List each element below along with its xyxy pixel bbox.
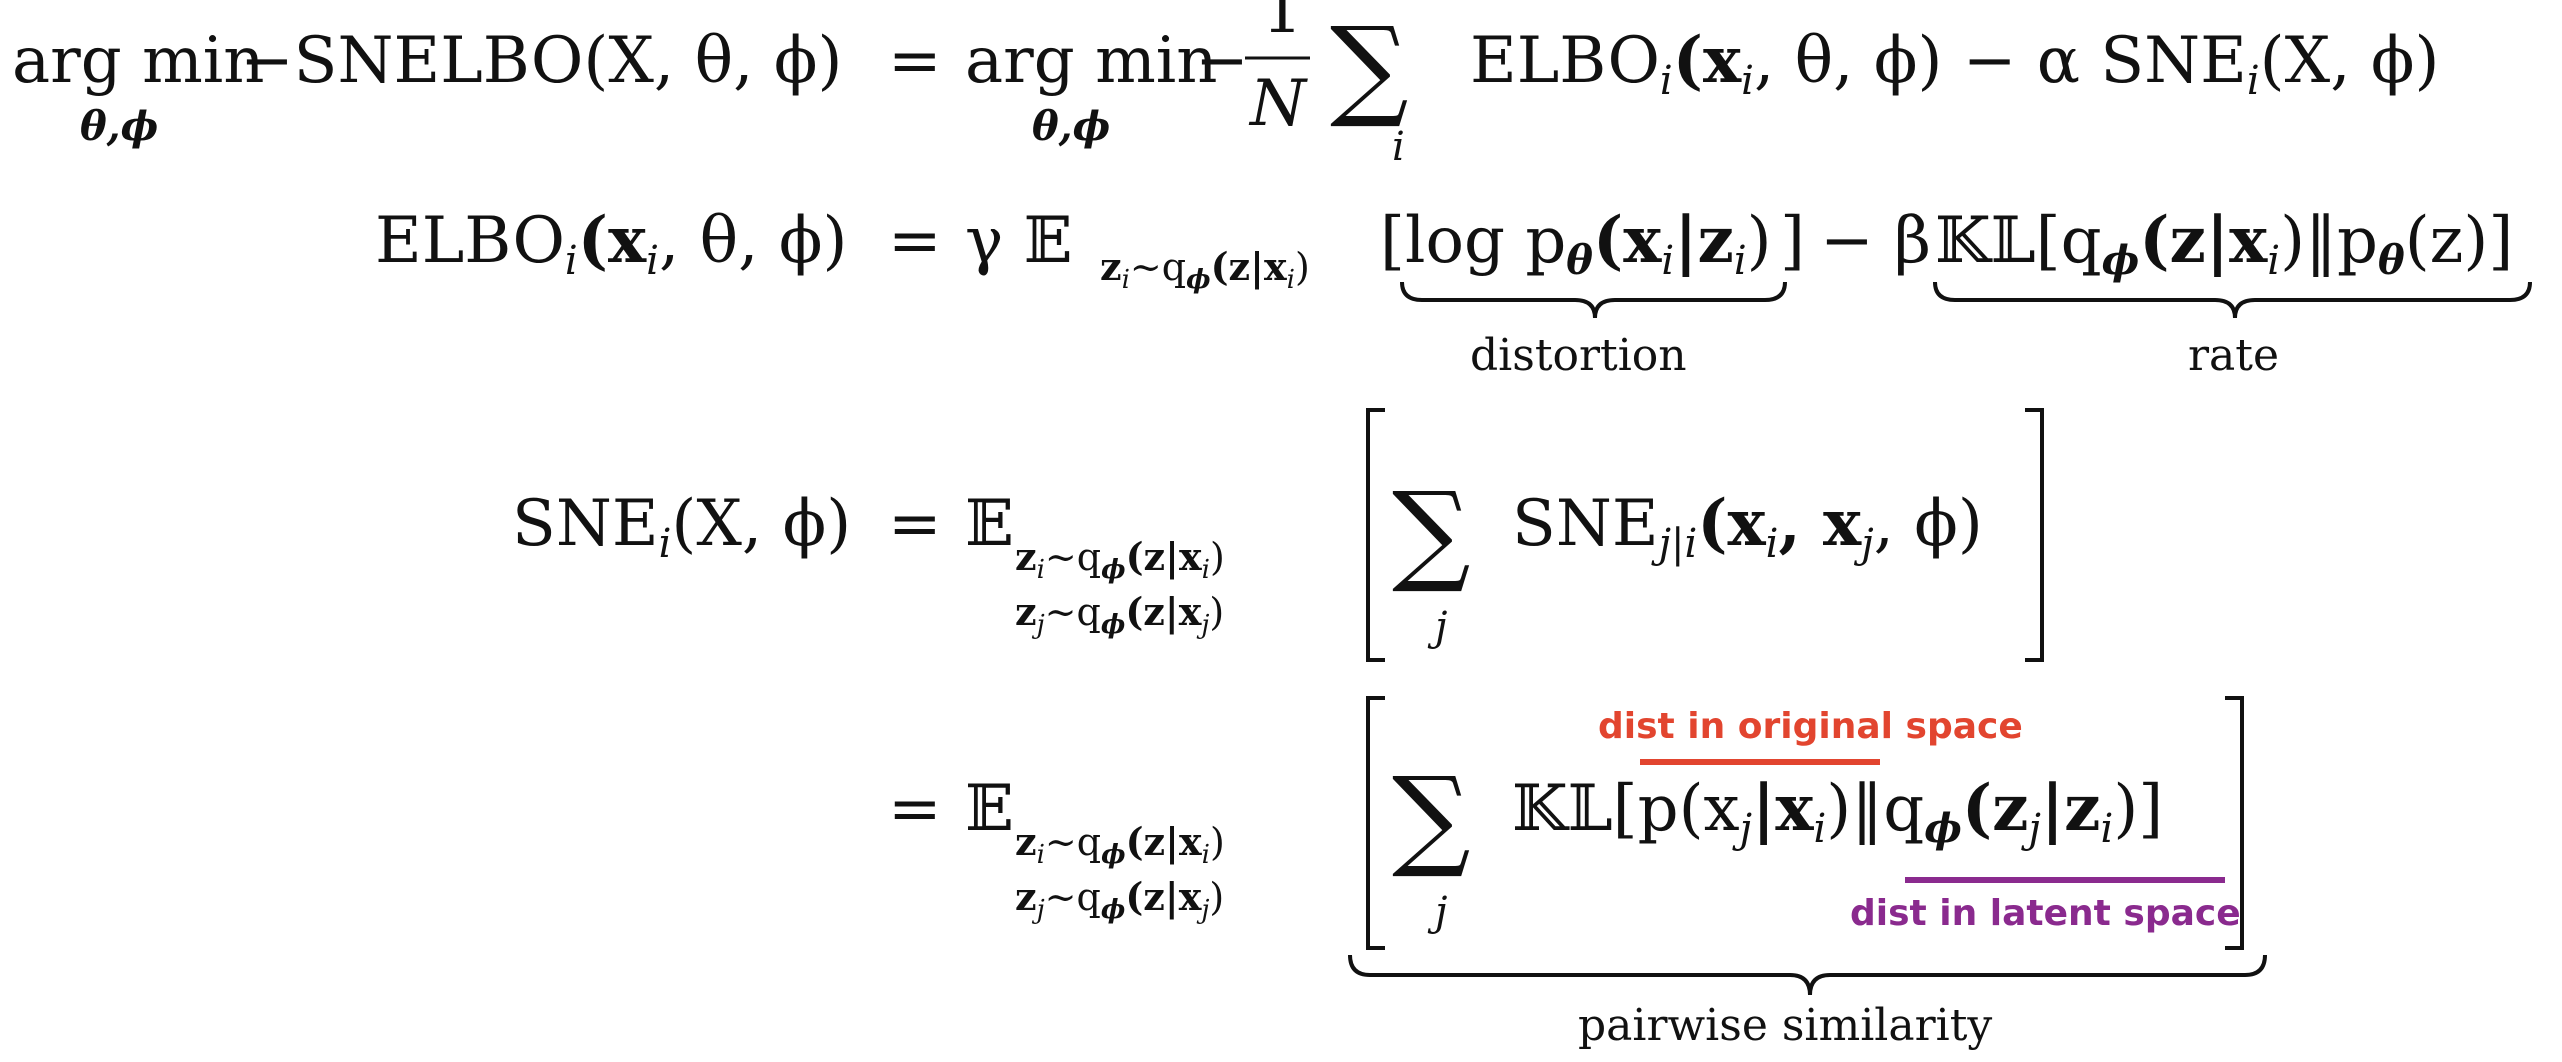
row2-equals: =: [888, 204, 942, 278]
row3-sne: SNEi(X, ϕ) = 𝔼 zi∼qϕ(z|xi) zj∼qϕ(z|xj) ∑…: [512, 408, 2044, 662]
row1-sum-symbol: ∑: [1330, 3, 1409, 131]
row3-equals: =: [888, 487, 942, 561]
row3-sum-sub: j: [1427, 604, 1447, 650]
row1-minus: −: [1195, 24, 1249, 98]
distortion-underbrace: [1400, 281, 1787, 319]
row2-rate-term: 𝕂𝕃[qϕ(z|xi)‖pθ(z)]: [1935, 203, 2513, 284]
row1-argmin-sub: θ,ϕ: [80, 103, 158, 150]
row1-frac-num: 1: [1262, 0, 1303, 48]
row1-objective: arg min θ,ϕ −SNELBO(X, θ, ϕ) = arg min θ…: [12, 0, 2439, 170]
row1-rhs-elbo: ELBOi(xi, θ, ϕ) − α SNEi(X, ϕ): [1470, 23, 2439, 104]
row3-sum-symbol: ∑: [1392, 468, 1471, 596]
row3-sne-term: SNEj|i(xi, xj, ϕ): [1512, 486, 1983, 567]
row4-sne-expanded: = 𝔼 zi∼qϕ(z|xi) zj∼qϕ(z|xj) ∑ j 𝕂𝕃[p(xj|…: [888, 696, 2267, 1051]
row4-expectation-sub-2: zj∼qϕ(z|xj): [1015, 874, 1224, 925]
row1-rhs-argmin: arg min: [965, 24, 1217, 98]
pairwise-underbrace: [1348, 954, 2267, 996]
row2-minus-beta: − β: [1820, 204, 1931, 278]
row4-sum-sub: j: [1427, 889, 1447, 935]
row4-expectation-sub-1: zi∼qϕ(z|xi): [1015, 819, 1225, 870]
row4-expectation: 𝔼: [965, 772, 1014, 846]
row4-bracket-left: [1366, 696, 1385, 950]
row3-expectation-sub-1: zi∼qϕ(z|xi): [1015, 534, 1225, 585]
distortion-label: distortion: [1470, 330, 1687, 381]
row2-expectation-sub: zi∼qϕ(z|xi): [1100, 244, 1310, 295]
row3-lhs: SNEi(X, ϕ): [512, 487, 851, 567]
row3-bracket-right: [2025, 408, 2044, 662]
row1-lhs: −SNELBO(X, θ, ϕ): [240, 24, 842, 98]
row2-bracket-close: ]: [1780, 204, 1805, 278]
row1-rhs-argmin-sub: θ,ϕ: [1032, 103, 1110, 150]
row2-lhs: ELBOi(xi, θ, ϕ): [375, 203, 847, 284]
original-space-label: dist in original space: [1598, 706, 2023, 747]
row1-sum-sub: i: [1392, 124, 1405, 170]
latent-space-label: dist in latent space: [1850, 893, 2241, 934]
row4-kl-term: 𝕂𝕃[p(xj|xi)‖qϕ(zj|zi)]: [1512, 771, 2163, 852]
row2-gamma-expectation: γ 𝔼: [965, 204, 1072, 278]
row4-equals: =: [888, 772, 942, 846]
row2-bracket-open: [: [1380, 204, 1405, 278]
row1-argmin: arg min: [12, 24, 264, 98]
row3-expectation-sub-2: zj∼qϕ(z|xj): [1015, 589, 1224, 640]
row4-sum-symbol: ∑: [1392, 753, 1471, 881]
row1-equals: =: [888, 24, 942, 98]
row2-distortion-term: log pθ(xi|zi): [1405, 203, 1772, 284]
pairwise-label: pairwise similarity: [1578, 1000, 1992, 1051]
row2-elbo: ELBOi(xi, θ, ϕ) = γ 𝔼 zi∼qϕ(z|xi) [ log …: [375, 203, 2532, 381]
row4-bracket-right: [2225, 696, 2244, 950]
row3-expectation: 𝔼: [965, 487, 1014, 561]
row3-bracket-left: [1366, 408, 1385, 662]
rate-underbrace: [1933, 281, 2532, 319]
rate-label: rate: [2188, 330, 2279, 381]
row1-frac-den: N: [1248, 67, 1308, 141]
